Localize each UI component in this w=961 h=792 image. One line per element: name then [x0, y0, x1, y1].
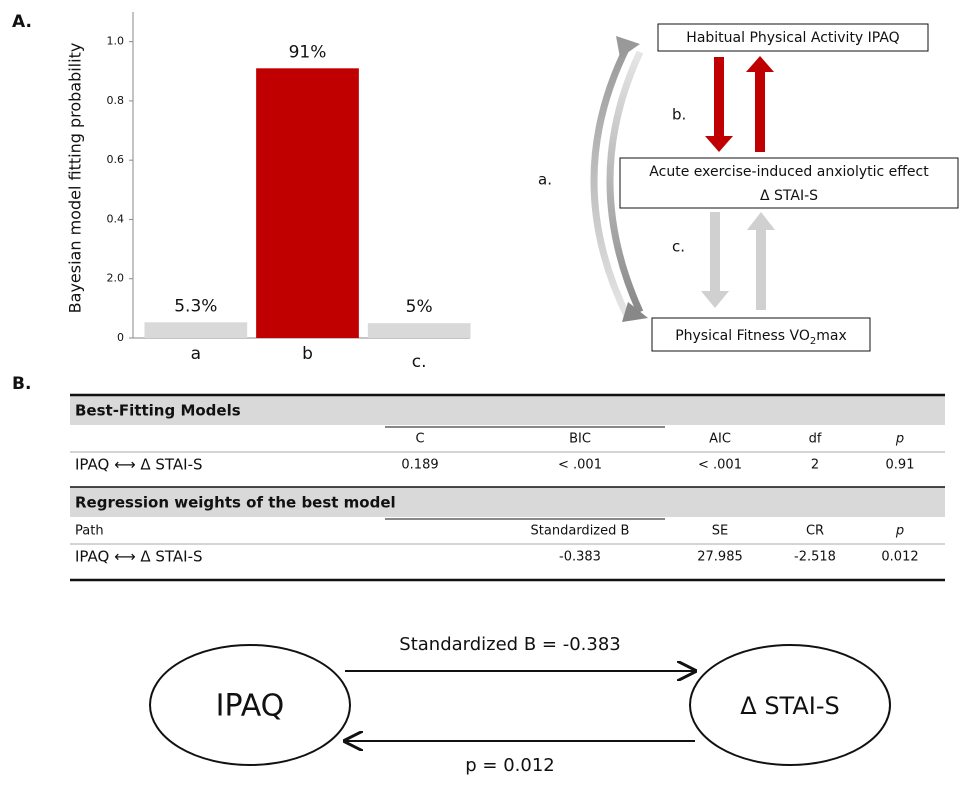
column-header: df: [809, 432, 822, 447]
node-ellipse: [149, 644, 351, 766]
y-tick-label: 2.0: [107, 272, 125, 285]
panel-label: B.: [12, 374, 31, 394]
column-header: Standardized B: [531, 524, 630, 539]
y-tick-label: 0.4: [107, 212, 125, 225]
cell: -2.518: [794, 550, 836, 565]
arrow-down: [710, 212, 720, 292]
section-title: Best-Fitting Models: [75, 402, 241, 420]
node-label-sub: 2: [810, 336, 816, 347]
column-header: C: [415, 432, 424, 447]
node-label: Habitual Physical Activity IPAQ: [686, 30, 899, 46]
cell: 0.91: [886, 458, 915, 473]
cell: -0.383: [559, 550, 601, 565]
x-tick-label: c.: [412, 352, 427, 372]
node-label: IPAQ: [216, 689, 285, 724]
bar: [256, 68, 359, 339]
bar: [367, 323, 471, 338]
node-label: Δ STAI-S: [740, 692, 839, 720]
arrow-down: [714, 57, 724, 137]
arrow-up: [756, 228, 766, 310]
arrow-head: [746, 56, 774, 72]
bar: [144, 322, 248, 338]
y-tick-label: 0: [117, 331, 124, 344]
node-ellipse: [689, 644, 891, 766]
curve-arrow: [606, 50, 644, 314]
y-axis-label: Bayesian model fitting probability: [66, 43, 85, 314]
node-box: [619, 157, 959, 209]
diagram: Habitual Physical Activity IPAQ Acute ex…: [538, 23, 959, 352]
section-header-bg: [70, 487, 945, 517]
curve-arrow: [590, 43, 632, 320]
value-label: 5.3%: [174, 296, 217, 316]
arrow-head: [705, 136, 733, 152]
column-header: SE: [712, 524, 728, 539]
arrow-head: [622, 302, 648, 322]
cell: IPAQ ⟷ Δ STAI-S: [75, 548, 203, 566]
cell: 2: [811, 458, 819, 473]
cell: 27.985: [697, 550, 743, 565]
path-label: c.: [672, 238, 685, 256]
column-header: CR: [806, 524, 824, 539]
y-tick-label: 0.6: [107, 153, 125, 166]
cell: IPAQ ⟷ Δ STAI-S: [75, 456, 203, 474]
x-tick-label: b: [302, 344, 313, 364]
node-label: Physical Fitness VO2max: [675, 328, 847, 347]
column-header: BIC: [569, 432, 591, 447]
arrow-head: [701, 291, 729, 308]
arrow-head: [616, 36, 640, 58]
y-tick-label: 0.8: [107, 94, 125, 107]
column-header: AIC: [709, 432, 731, 447]
node-label-part: Physical Fitness VO: [675, 328, 810, 344]
node-box: [657, 23, 929, 52]
path-label: a.: [538, 171, 552, 189]
node-label-part: max: [816, 328, 847, 344]
path-label: Standardized B = -0.383: [399, 634, 620, 655]
x-tick-label: a: [191, 344, 201, 364]
column-header: Path: [75, 524, 104, 539]
value-label: 91%: [289, 42, 327, 62]
node-label: Δ STAI-S: [760, 188, 818, 204]
path-label: p = 0.012: [465, 755, 554, 776]
panel-label: A.: [12, 12, 32, 32]
node-box: [651, 317, 871, 352]
cell: < .001: [558, 458, 602, 473]
node-label: Acute exercise-induced anxiolytic effect: [649, 164, 929, 180]
arrow-up: [755, 70, 765, 152]
value-label: 5%: [406, 297, 433, 317]
column-header: p: [895, 524, 904, 539]
section-header-bg: [70, 395, 945, 425]
path-label: b.: [672, 106, 686, 124]
cell: 0.189: [401, 458, 438, 473]
column-header: p: [895, 432, 904, 447]
y-tick-label: 1.0: [107, 35, 125, 48]
arrow-head: [747, 212, 775, 230]
cell: < .001: [698, 458, 742, 473]
cell: 0.012: [881, 550, 918, 565]
section-title: Regression weights of the best model: [75, 494, 396, 512]
